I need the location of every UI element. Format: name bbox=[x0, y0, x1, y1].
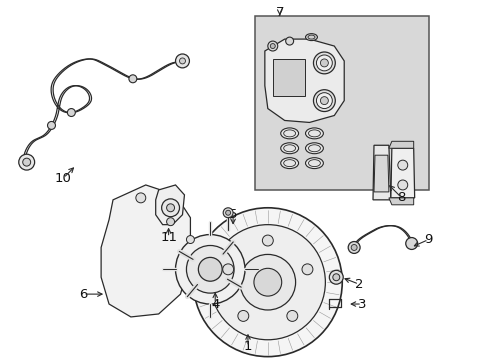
Circle shape bbox=[328, 270, 343, 284]
Circle shape bbox=[129, 75, 137, 83]
Circle shape bbox=[179, 58, 185, 64]
Text: 7: 7 bbox=[275, 6, 284, 19]
Circle shape bbox=[175, 235, 244, 304]
Text: 8: 8 bbox=[397, 192, 405, 204]
Ellipse shape bbox=[280, 128, 298, 139]
Text: 2: 2 bbox=[354, 278, 363, 291]
Ellipse shape bbox=[305, 128, 323, 139]
Text: 5: 5 bbox=[228, 208, 237, 221]
Circle shape bbox=[405, 238, 417, 249]
Circle shape bbox=[166, 204, 174, 212]
Circle shape bbox=[240, 255, 295, 310]
Circle shape bbox=[347, 242, 359, 253]
Polygon shape bbox=[390, 148, 414, 198]
Text: 9: 9 bbox=[424, 233, 432, 246]
Circle shape bbox=[350, 244, 356, 251]
Circle shape bbox=[22, 158, 31, 166]
Circle shape bbox=[285, 37, 293, 45]
Circle shape bbox=[198, 257, 222, 281]
Circle shape bbox=[267, 41, 277, 51]
Circle shape bbox=[136, 193, 145, 203]
Circle shape bbox=[286, 310, 297, 321]
Circle shape bbox=[67, 109, 75, 117]
Circle shape bbox=[262, 235, 273, 246]
Ellipse shape bbox=[320, 96, 327, 105]
Circle shape bbox=[270, 44, 275, 49]
Polygon shape bbox=[388, 198, 413, 205]
Ellipse shape bbox=[305, 33, 317, 41]
Ellipse shape bbox=[280, 143, 298, 154]
Polygon shape bbox=[272, 59, 304, 96]
Bar bbox=[254, 16, 427, 190]
Polygon shape bbox=[101, 185, 190, 317]
Circle shape bbox=[222, 264, 233, 275]
Circle shape bbox=[175, 54, 189, 68]
Text: 11: 11 bbox=[160, 231, 177, 244]
Circle shape bbox=[47, 121, 55, 129]
Ellipse shape bbox=[313, 52, 335, 74]
Text: 10: 10 bbox=[55, 171, 72, 185]
Circle shape bbox=[397, 160, 407, 170]
Polygon shape bbox=[264, 39, 344, 122]
Text: 3: 3 bbox=[357, 297, 366, 311]
Circle shape bbox=[332, 274, 339, 281]
Circle shape bbox=[186, 246, 234, 293]
Circle shape bbox=[166, 218, 174, 226]
Ellipse shape bbox=[320, 59, 327, 67]
Ellipse shape bbox=[316, 93, 332, 109]
Circle shape bbox=[19, 154, 35, 170]
Ellipse shape bbox=[280, 158, 298, 168]
Polygon shape bbox=[388, 141, 413, 148]
Text: 4: 4 bbox=[211, 297, 219, 311]
Circle shape bbox=[225, 210, 230, 215]
Text: 1: 1 bbox=[243, 340, 252, 353]
Circle shape bbox=[210, 225, 325, 340]
Polygon shape bbox=[155, 185, 184, 225]
Circle shape bbox=[193, 208, 342, 357]
Text: 6: 6 bbox=[79, 288, 87, 301]
Polygon shape bbox=[372, 145, 390, 200]
Circle shape bbox=[223, 208, 233, 218]
Ellipse shape bbox=[316, 55, 332, 71]
Circle shape bbox=[186, 235, 194, 243]
Circle shape bbox=[162, 199, 179, 217]
Ellipse shape bbox=[313, 90, 335, 112]
Polygon shape bbox=[373, 155, 388, 192]
Circle shape bbox=[302, 264, 312, 275]
Ellipse shape bbox=[305, 143, 323, 154]
Circle shape bbox=[253, 268, 281, 296]
Circle shape bbox=[397, 180, 407, 190]
Circle shape bbox=[237, 310, 248, 321]
Ellipse shape bbox=[305, 158, 323, 168]
